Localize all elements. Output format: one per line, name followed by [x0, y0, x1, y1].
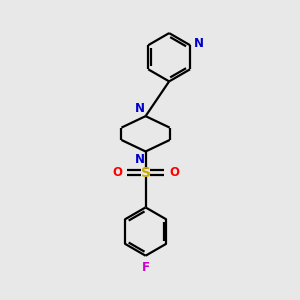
Text: N: N — [135, 153, 145, 166]
Text: F: F — [142, 261, 150, 274]
Text: O: O — [112, 166, 122, 179]
Text: N: N — [135, 102, 145, 115]
Text: N: N — [194, 37, 204, 50]
Text: O: O — [169, 166, 179, 179]
Text: S: S — [141, 166, 151, 180]
